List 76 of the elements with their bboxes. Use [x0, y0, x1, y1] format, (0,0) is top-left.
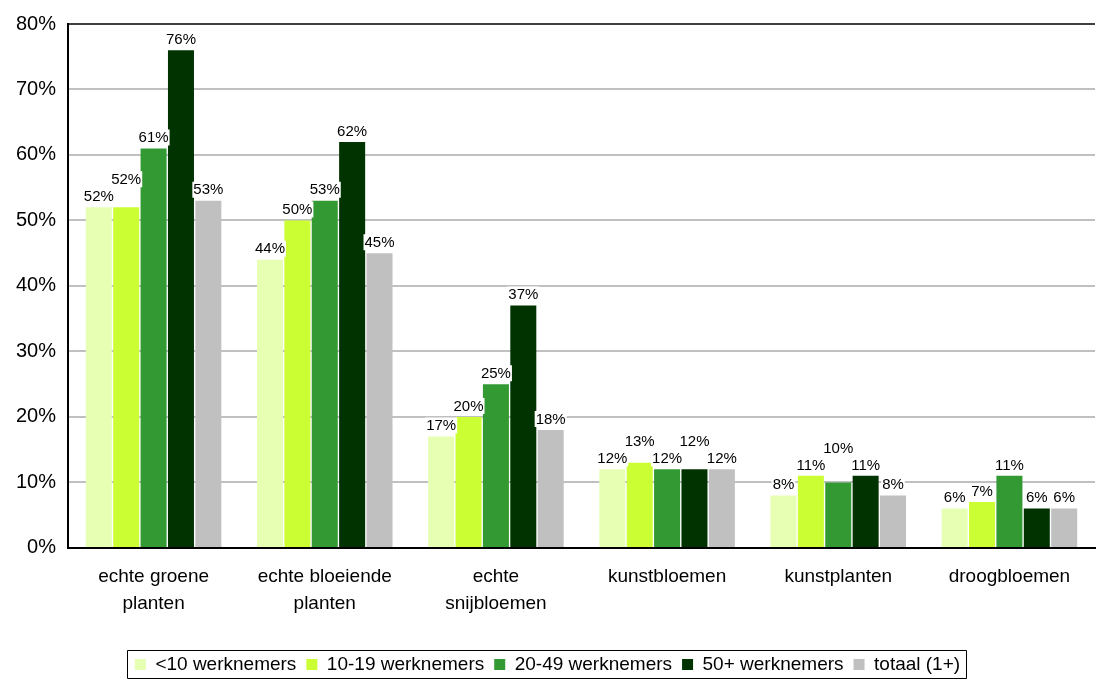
bar [428, 436, 455, 547]
data-label: 6% [1053, 488, 1076, 506]
data-label: 25% [480, 363, 511, 381]
data-label: 12% [679, 431, 710, 449]
legend-label: 50+ werknemers [702, 652, 844, 674]
y-tick-label: 0% [27, 535, 57, 558]
bar [113, 207, 140, 547]
bar [311, 200, 338, 547]
data-label: 20% [453, 396, 484, 414]
y-tick-label: 60% [15, 142, 57, 165]
x-tick-label: droogbloemen [948, 564, 1071, 586]
x-tick-label: echte groene planten [98, 564, 210, 614]
y-tick-label: 50% [15, 207, 57, 230]
data-label: 11% [994, 455, 1024, 473]
data-label: 53% [309, 180, 340, 198]
data-label: 61% [138, 128, 169, 146]
bar [455, 416, 482, 547]
data-label: 37% [508, 285, 539, 303]
bar [654, 469, 681, 547]
data-label: 52% [111, 170, 142, 188]
data-label: 8% [772, 475, 795, 493]
bar [256, 259, 283, 547]
bar [825, 482, 852, 547]
data-label: 50% [282, 200, 313, 218]
y-tick-label: 70% [15, 77, 57, 99]
data-label: 12% [652, 448, 683, 466]
data-label: 11% [851, 455, 881, 473]
data-label: 76% [165, 29, 196, 47]
bar [1023, 508, 1050, 547]
data-label: 52% [83, 187, 114, 205]
data-label: 10% [823, 438, 854, 456]
bar [626, 462, 653, 547]
bar [969, 502, 996, 547]
y-tick-label: 80% [15, 11, 57, 34]
x-tick-label: echte snijbloemen [445, 564, 547, 614]
bar [167, 50, 194, 547]
bar [510, 305, 537, 547]
legend-label: 10-19 werknemers [326, 652, 485, 674]
x-tick-label: kunstbloemen [607, 564, 727, 586]
legend-label: <10 werknemers [155, 652, 297, 674]
data-label: 53% [193, 180, 224, 198]
legend-label: 20-49 werknemers [514, 652, 673, 674]
data-label: 17% [426, 416, 457, 434]
y-tick-label: 20% [15, 404, 57, 427]
data-label: 7% [971, 481, 993, 499]
data-label: 6% [943, 488, 966, 506]
bar [770, 495, 797, 547]
y-tick-label: 40% [15, 273, 57, 296]
data-label: 6% [1025, 488, 1048, 506]
bar [140, 148, 167, 547]
bar [941, 508, 968, 547]
data-label: 12% [597, 448, 628, 466]
data-label: 11% [796, 455, 826, 473]
data-label: 18% [535, 409, 566, 427]
bar [284, 220, 311, 547]
y-tick-label: 30% [15, 338, 57, 361]
bar [797, 475, 824, 547]
bar [880, 495, 907, 547]
data-label: 8% [882, 475, 904, 493]
bar [339, 141, 366, 547]
data-label: 62% [337, 121, 368, 139]
bar [599, 469, 626, 547]
bar [85, 207, 112, 547]
data-label: 12% [706, 448, 737, 466]
x-tick-label: echte bloeiende planten [257, 564, 392, 614]
data-label: 45% [364, 232, 395, 250]
bar [996, 475, 1023, 547]
bar [482, 384, 509, 547]
bar [681, 469, 708, 547]
legend-label: totaal (1+) [874, 652, 961, 674]
data-label: 44% [254, 239, 285, 257]
data-label: 13% [624, 431, 655, 449]
y-tick-label: 10% [15, 469, 57, 492]
x-tick-label: kunstplanten [784, 564, 893, 586]
bar [852, 475, 879, 547]
bar [1051, 508, 1078, 547]
